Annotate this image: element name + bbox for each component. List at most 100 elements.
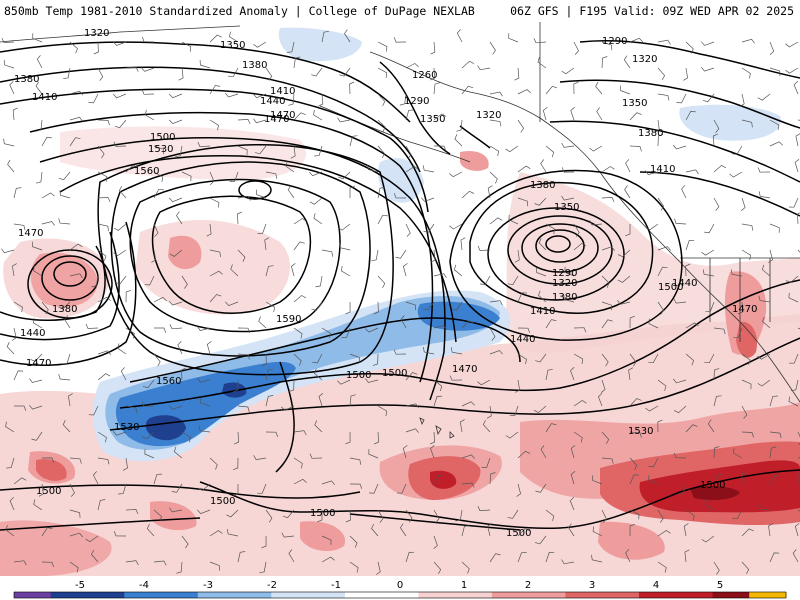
wind-barb [405,372,418,381]
wind-barb [209,294,222,303]
wind-barb [461,190,475,199]
contour-label: 1560 [134,166,159,177]
wind-barb [281,532,295,538]
wind-barb [461,60,475,69]
wind-barb [423,346,435,355]
wind-barb [685,509,695,521]
wind-barb [405,301,417,311]
wind-barb [290,263,296,277]
colorbar-tick-label: 2 [525,580,531,591]
wind-barb [142,379,155,389]
wind-barb [97,296,111,303]
contour-line [0,66,421,173]
anomaly-positive-region [168,235,202,270]
wind-barb [253,118,267,124]
wind-barb [97,145,105,159]
contour-label: 1530 [114,422,139,433]
wind-barb [489,472,496,485]
wind-barb [629,353,637,367]
contour-label: 1320 [632,54,657,65]
wind-barb [253,455,267,460]
wind-barb [153,188,164,199]
wind-barb [477,245,491,251]
wind-barb [225,301,239,307]
wind-barb [433,509,440,523]
wind-barb [181,275,188,289]
contour-line [639,171,800,217]
wind-barb [69,561,79,573]
wind-barb [209,119,219,131]
wind-barb [349,457,362,465]
wind-barb [450,347,463,355]
wind-barb [339,67,351,77]
wind-barb [489,119,502,127]
colorbar-swatch [528,592,566,598]
wind-barb [704,223,715,234]
contour-line [487,207,625,301]
wind-barb [685,263,691,277]
wind-barb [685,322,699,329]
wind-barb [517,552,527,563]
wind-barb [288,93,295,106]
wind-barb [713,561,720,575]
wind-barb [657,134,664,147]
wind-barb [657,266,668,277]
contour-label: 1410 [32,92,57,103]
contour-label: 1440 [20,328,45,339]
wind-barb [517,327,531,334]
wind-barb [570,367,575,381]
wind-barb [629,112,642,121]
wind-barb [118,483,127,495]
wind-barb [797,212,800,225]
wind-barb [625,549,631,563]
wind-barb [517,450,531,459]
wind-barb [173,446,183,459]
colorbar-svg: -5 -4 -3 -2 -1 0 1 2 3 4 5 [13,580,787,599]
anomaly-strong-positive-region [36,459,67,481]
wind-barb [258,316,267,329]
wind-barb [657,379,667,391]
wind-barb [287,185,295,199]
wind-barb [197,483,211,491]
wind-barb [405,109,414,121]
wind-barb [261,353,267,367]
wind-barb [625,224,631,237]
wind-barb [785,41,799,48]
contour-line [39,137,446,401]
contour-label: 1470 [732,304,757,315]
contour-line [129,317,521,383]
wind-barb [36,55,43,69]
wind-barb [685,41,694,54]
wind-barb [601,319,613,329]
wind-barb [13,477,27,485]
contour-label: 1440 [260,96,285,107]
wind-barb [405,428,419,433]
wind-barb [11,327,17,341]
wind-barb [293,478,307,485]
colorbar-swatch [308,592,346,598]
wind-barb [461,525,470,537]
wind-barb [373,431,379,445]
wind-barb [570,107,575,121]
wind-barb [601,56,608,69]
wind-barb [479,275,491,286]
wind-barb [732,509,743,520]
contour-label: 1410 [270,86,295,97]
wind-barb [30,353,43,362]
wind-barb [125,560,139,566]
wind-barb [757,353,771,360]
contour-labels: 1320 1350 1380 1410 1440 1470 1500 1530 … [14,28,757,539]
wind-barb [125,164,138,173]
wind-barb [769,552,780,563]
wind-barb [741,353,751,365]
wind-barb [601,457,614,464]
wind-barb [253,41,267,48]
wind-barb [33,265,43,277]
contour-line [549,120,800,183]
wind-barb [209,197,220,208]
wind-barb [257,223,267,234]
wind-barb [517,165,531,173]
wind-barb [657,419,663,433]
wind-barb [545,145,555,158]
wind-barb [589,145,603,152]
